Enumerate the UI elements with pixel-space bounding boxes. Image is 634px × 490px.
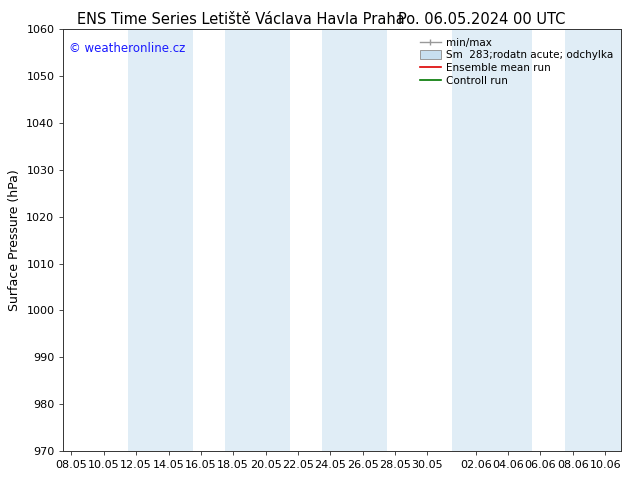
Text: ENS Time Series Letiště Václava Havla Praha: ENS Time Series Letiště Václava Havla Pr… bbox=[77, 12, 404, 27]
Bar bbox=[322, 29, 387, 451]
Bar bbox=[128, 29, 193, 451]
Bar bbox=[565, 29, 621, 451]
Y-axis label: Surface Pressure (hPa): Surface Pressure (hPa) bbox=[8, 169, 21, 311]
Bar bbox=[225, 29, 290, 451]
Text: Po. 06.05.2024 00 UTC: Po. 06.05.2024 00 UTC bbox=[398, 12, 566, 27]
Bar bbox=[451, 29, 533, 451]
Text: © weatheronline.cz: © weatheronline.cz bbox=[69, 42, 185, 55]
Legend: min/max, Sm  283;rodatn acute; odchylka, Ensemble mean run, Controll run: min/max, Sm 283;rodatn acute; odchylka, … bbox=[417, 35, 616, 89]
